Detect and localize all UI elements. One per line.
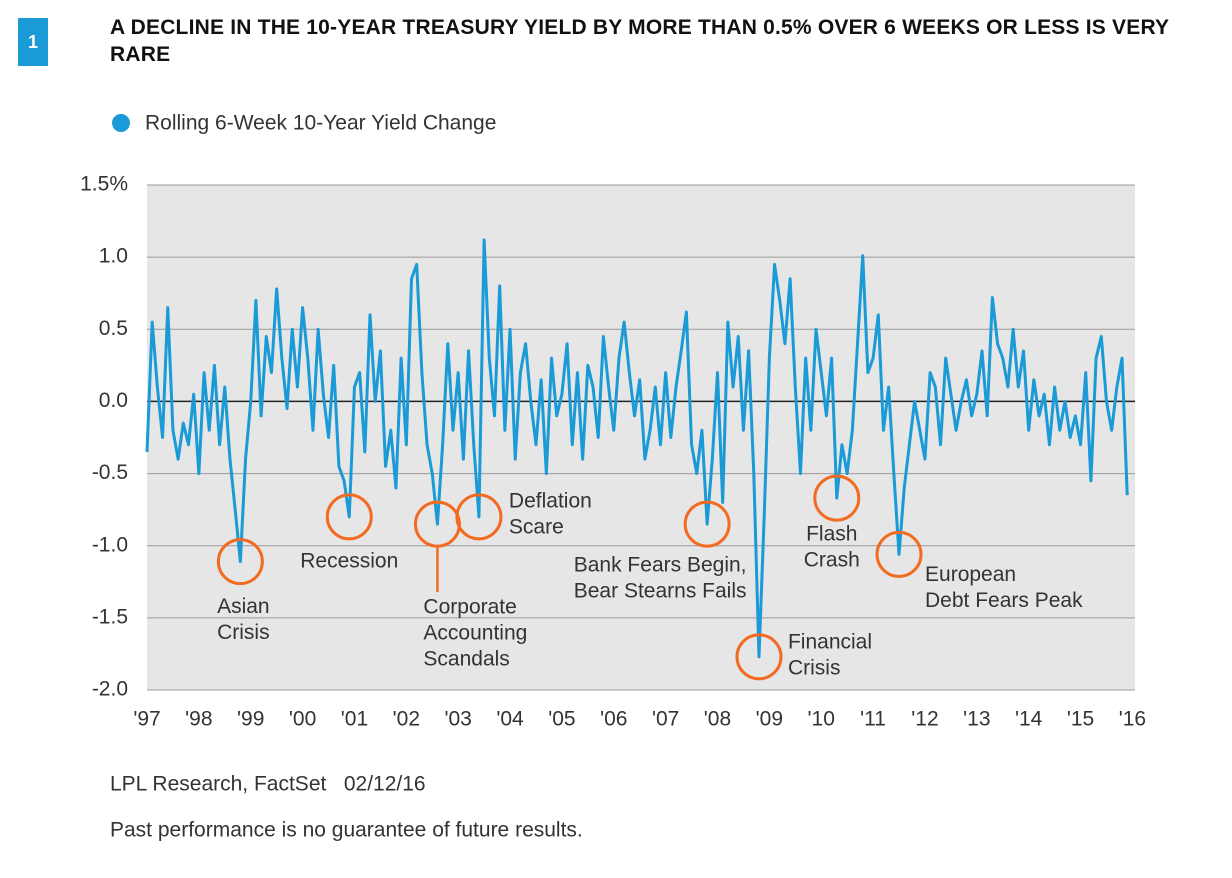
y-tick-label: -1.0 — [92, 533, 128, 556]
annotation-label: Financial — [788, 630, 872, 653]
annotation-label: Accounting — [423, 622, 527, 645]
annotation-label: Recession — [300, 549, 398, 572]
x-tick-label: '98 — [185, 708, 212, 731]
y-tick-label: 0.0 — [99, 389, 128, 412]
x-tick-label: '11 — [860, 708, 886, 731]
y-tick-label: 1.0 — [99, 245, 128, 268]
annotation-label: Debt Fears Peak — [925, 589, 1083, 612]
x-tick-label: '97 — [133, 708, 160, 731]
annotation-label: Bank Fears Begin, — [574, 554, 747, 577]
annotation-label: Corporate — [423, 596, 516, 619]
annotation-label: Deflation — [509, 489, 592, 512]
series-line — [145, 238, 1129, 659]
source: LPL Research, FactSet 02/12/16 — [110, 773, 426, 796]
annotation-label: Flash — [806, 523, 857, 546]
x-tick-label: '03 — [444, 708, 471, 731]
chart-title: A DECLINE IN THE 10-YEAR TREASURY YIELD … — [110, 16, 1169, 66]
x-tick-label: '07 — [652, 708, 679, 731]
plot-area — [147, 185, 1135, 690]
badge: 1 — [18, 18, 48, 66]
y-tick-label: -2.0 — [92, 678, 128, 701]
y-tick-label: -0.5 — [92, 461, 128, 484]
annotation-label: Crash — [804, 549, 860, 572]
annotation-label: Crisis — [788, 656, 841, 679]
x-tick-label: '13 — [963, 708, 990, 731]
x-tick-label: '08 — [704, 708, 731, 731]
x-tick-label: '05 — [548, 708, 575, 731]
legend-marker — [112, 114, 130, 132]
x-tick-label: '99 — [237, 708, 264, 731]
y-tick-label: 1.5% — [80, 173, 128, 196]
annotation-circle — [813, 474, 861, 522]
footnote: Past performance is no guarantee of futu… — [110, 819, 583, 842]
legend-label: Rolling 6-Week 10-Year Yield Change — [145, 112, 496, 135]
x-tick-label: '00 — [289, 708, 316, 731]
annotation-label: European — [925, 563, 1016, 586]
x-tick-label: '12 — [911, 708, 938, 731]
annotation-label: Scandals — [423, 648, 509, 671]
annotation-circle — [455, 493, 503, 541]
annotation-label: Asian — [217, 595, 270, 618]
annotation-circle — [735, 633, 783, 681]
y-tick-label: 0.5 — [99, 317, 128, 340]
annotation-circle — [683, 500, 731, 548]
x-tick-label: '02 — [393, 708, 420, 731]
x-tick-label: '04 — [496, 708, 524, 731]
x-tick-label: '01 — [341, 708, 368, 731]
annotation-label: Bear Stearns Fails — [574, 580, 747, 603]
x-tick-label: '09 — [756, 708, 783, 731]
annotation-label: Scare — [509, 515, 564, 538]
x-tick-label: '10 — [808, 708, 835, 731]
y-tick-label: -1.5 — [92, 605, 128, 628]
x-tick-label: '15 — [1067, 708, 1094, 731]
x-tick-label: '14 — [1015, 708, 1043, 731]
annotation-circle — [325, 493, 373, 541]
annotation-label: Crisis — [217, 621, 270, 644]
annotation-circle — [216, 538, 264, 586]
x-tick-label: '16 — [1119, 708, 1146, 731]
annotation-circle — [875, 530, 923, 578]
x-tick-label: '06 — [600, 708, 627, 731]
